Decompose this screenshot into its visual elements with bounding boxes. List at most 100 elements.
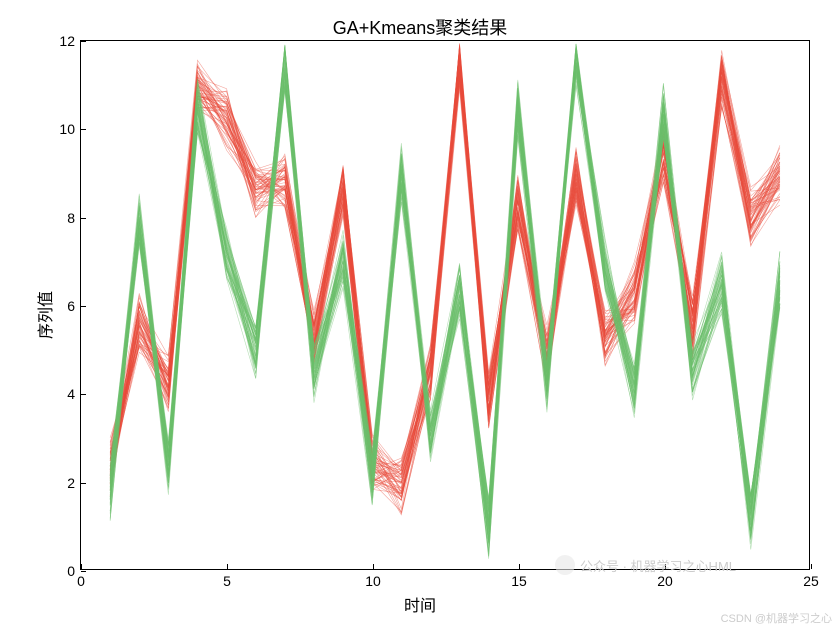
chart-title: GA+Kmeans聚类结果 [0, 14, 840, 40]
series-line [110, 75, 780, 500]
x-tick-mark [227, 564, 228, 569]
series-line [110, 50, 780, 523]
series-line [110, 78, 780, 496]
series-line [110, 63, 780, 542]
series-line [110, 62, 780, 516]
y-tick-label: 6 [67, 298, 75, 314]
series-line [110, 86, 780, 480]
series-line [110, 53, 780, 515]
series-line [110, 44, 780, 551]
x-tick-label: 25 [803, 573, 819, 589]
y-tick-mark [81, 129, 86, 130]
series-line [110, 71, 780, 490]
y-tick-mark [81, 483, 86, 484]
series-line [110, 77, 780, 482]
x-tick-mark [373, 564, 374, 569]
series-line [110, 69, 780, 490]
series-line [110, 60, 780, 530]
series-line [110, 45, 780, 537]
y-tick-label: 0 [67, 563, 75, 579]
series-line [110, 58, 780, 543]
series-line [110, 65, 780, 522]
y-tick-mark [81, 306, 86, 307]
series-line [110, 56, 780, 527]
series-line [110, 54, 780, 525]
y-tick-label: 8 [67, 210, 75, 226]
series-line [110, 58, 780, 528]
series-line [110, 62, 780, 497]
series-line [110, 65, 780, 517]
chart-container: GA+Kmeans聚类结果 序列值 时间 0246810120510152025… [0, 0, 840, 630]
series-line [110, 70, 780, 543]
series-line [110, 68, 780, 490]
x-tick-label: 5 [223, 573, 231, 589]
series-line [110, 49, 780, 542]
y-tick-mark [81, 571, 86, 572]
y-tick-label: 4 [67, 386, 75, 402]
series-line [110, 63, 780, 506]
series-line [110, 84, 780, 493]
series-line [110, 60, 780, 552]
series-line [110, 52, 780, 525]
x-tick-label: 10 [365, 573, 381, 589]
series-line [110, 47, 780, 547]
series-line [110, 61, 780, 511]
x-tick-label: 20 [657, 573, 673, 589]
series-line [110, 74, 780, 484]
series-line [110, 48, 780, 537]
series-line [110, 54, 780, 510]
y-tick-label: 2 [67, 475, 75, 491]
y-tick-mark [81, 41, 86, 42]
series-line [110, 48, 780, 535]
series-line [110, 77, 780, 513]
series-line [110, 48, 780, 530]
series-line [110, 49, 780, 513]
x-tick-mark [519, 564, 520, 569]
series-line [110, 58, 780, 538]
series-line [110, 71, 780, 537]
watermark-logo-icon [555, 555, 575, 575]
line-series-svg [81, 41, 809, 569]
series-line [110, 54, 780, 540]
series-line [110, 69, 780, 500]
series-line [110, 72, 780, 544]
series-line [110, 51, 780, 532]
series-line [110, 53, 780, 522]
series-line [110, 57, 780, 543]
series-line [110, 51, 780, 512]
series-line [110, 48, 780, 540]
series-line [110, 47, 780, 529]
x-tick-mark [811, 564, 812, 569]
series-line [110, 75, 780, 554]
series-line [110, 44, 780, 552]
series-line [110, 50, 780, 535]
x-tick-label: 0 [77, 573, 85, 589]
series-line [110, 63, 780, 519]
series-line [110, 64, 780, 496]
x-axis-label: 时间 [0, 592, 840, 616]
y-tick-label: 10 [59, 121, 75, 137]
series-line [110, 68, 780, 491]
series-line [110, 62, 780, 513]
series-line [110, 48, 780, 533]
series-line [110, 47, 780, 556]
series-line [110, 65, 780, 509]
y-tick-mark [81, 218, 86, 219]
plot-area: 0246810120510152025 [80, 40, 810, 570]
series-line [110, 86, 780, 539]
series-line [110, 70, 780, 500]
series-line [110, 53, 780, 529]
series-line [110, 49, 780, 539]
series-line [110, 51, 780, 519]
y-axis-label: 序列值 [32, 291, 56, 339]
series-line [110, 70, 780, 539]
series-line [110, 52, 780, 538]
watermark-center: 公众号 · 机器学习之心HML [580, 556, 736, 575]
x-tick-mark [81, 564, 82, 569]
series-line [110, 76, 780, 532]
y-tick-mark [81, 394, 86, 395]
series-line [110, 60, 780, 545]
x-tick-label: 15 [511, 573, 527, 589]
series-line [110, 47, 780, 559]
series-line [110, 51, 780, 557]
